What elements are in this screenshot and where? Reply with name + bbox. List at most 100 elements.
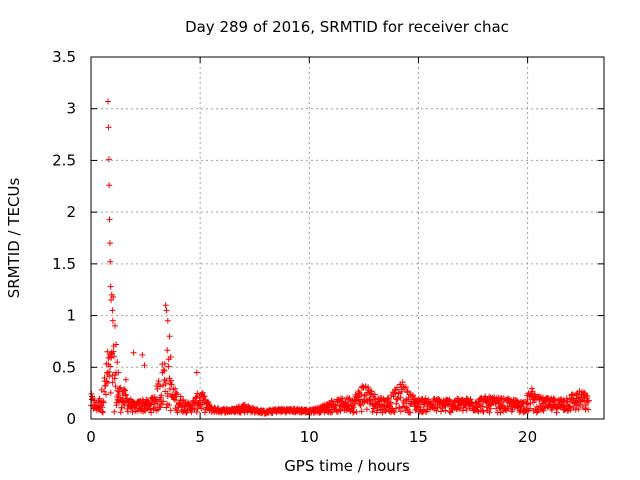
data-point bbox=[350, 409, 357, 416]
y-tick-label: 1.5 bbox=[52, 255, 76, 273]
data-point bbox=[380, 403, 387, 410]
x-tick-label: 0 bbox=[86, 428, 96, 446]
data-point bbox=[106, 182, 113, 189]
data-point bbox=[117, 394, 124, 401]
data-point bbox=[529, 388, 536, 395]
data-point bbox=[325, 401, 332, 408]
data-point bbox=[130, 349, 137, 356]
data-point bbox=[163, 307, 170, 314]
data-point bbox=[398, 388, 405, 395]
data-point bbox=[116, 385, 123, 392]
data-point bbox=[160, 398, 167, 405]
data-point bbox=[167, 407, 174, 414]
data-point bbox=[369, 408, 376, 415]
data-point bbox=[199, 389, 206, 396]
data-point bbox=[385, 395, 392, 402]
data-point bbox=[160, 382, 167, 389]
data-point bbox=[99, 404, 106, 411]
data-point bbox=[166, 333, 173, 340]
data-point bbox=[106, 240, 113, 247]
data-point bbox=[139, 403, 146, 410]
data-point bbox=[166, 402, 173, 409]
data-point bbox=[585, 406, 592, 413]
y-tick-label: 2 bbox=[66, 203, 76, 221]
data-point bbox=[164, 390, 171, 397]
data-point bbox=[390, 408, 397, 415]
data-point bbox=[177, 393, 184, 400]
data-point bbox=[155, 378, 162, 385]
data-point bbox=[336, 406, 343, 413]
data-point bbox=[358, 408, 365, 415]
data-point bbox=[584, 398, 591, 405]
data-point bbox=[479, 403, 486, 410]
data-point bbox=[397, 394, 404, 401]
data-point bbox=[374, 407, 381, 414]
data-point bbox=[107, 363, 114, 370]
data-point bbox=[111, 375, 118, 382]
data-point bbox=[147, 401, 154, 408]
data-point bbox=[173, 389, 180, 396]
data-point bbox=[174, 409, 181, 416]
data-point bbox=[103, 391, 110, 398]
data-point bbox=[117, 384, 124, 391]
data-point bbox=[514, 398, 521, 405]
data-point bbox=[368, 390, 375, 397]
data-point bbox=[122, 391, 129, 398]
data-point bbox=[168, 381, 175, 388]
x-tick-label: 15 bbox=[409, 428, 428, 446]
data-point bbox=[124, 395, 131, 402]
data-point bbox=[442, 402, 449, 409]
data-point bbox=[402, 384, 409, 391]
data-point bbox=[404, 388, 411, 395]
data-point bbox=[139, 351, 146, 358]
data-point bbox=[99, 409, 106, 416]
data-point bbox=[154, 400, 161, 407]
y-tick-label: 3.5 bbox=[52, 48, 76, 66]
data-point bbox=[165, 363, 172, 370]
y-tick-label: 1 bbox=[66, 307, 76, 325]
data-point bbox=[100, 399, 107, 406]
data-point bbox=[437, 408, 444, 415]
data-point bbox=[113, 341, 120, 348]
data-point bbox=[399, 379, 406, 386]
data-point bbox=[115, 369, 122, 376]
chart-title: Day 289 of 2016, SRMTID for receiver cha… bbox=[185, 18, 509, 36]
data-point bbox=[395, 389, 402, 396]
data-point bbox=[572, 406, 579, 413]
data-points bbox=[88, 98, 592, 417]
data-point bbox=[161, 360, 168, 367]
data-point bbox=[108, 354, 115, 361]
data-point bbox=[114, 359, 121, 366]
data-point bbox=[109, 317, 116, 324]
data-point bbox=[353, 408, 360, 415]
data-point bbox=[404, 405, 411, 412]
data-point bbox=[111, 353, 118, 360]
data-point bbox=[485, 402, 492, 409]
data-point bbox=[107, 258, 114, 265]
data-point bbox=[162, 302, 169, 309]
data-point bbox=[575, 406, 582, 413]
data-point bbox=[487, 405, 494, 412]
data-point bbox=[563, 395, 570, 402]
data-point bbox=[393, 400, 400, 407]
data-point bbox=[566, 403, 573, 410]
data-point bbox=[375, 398, 382, 405]
data-point bbox=[174, 391, 181, 398]
data-point bbox=[391, 409, 398, 416]
data-point bbox=[158, 392, 165, 399]
data-point bbox=[109, 307, 116, 314]
data-point bbox=[463, 395, 470, 402]
data-point bbox=[141, 362, 148, 369]
data-point bbox=[422, 395, 429, 402]
data-point bbox=[527, 405, 534, 412]
data-point bbox=[105, 124, 112, 131]
data-point bbox=[480, 408, 487, 415]
data-point bbox=[402, 397, 409, 404]
data-point bbox=[403, 404, 410, 411]
y-tick-labels: 0 0.5 1 1.5 2 2.5 3 3.5 bbox=[52, 48, 76, 428]
data-point bbox=[164, 347, 171, 354]
data-point bbox=[108, 297, 115, 304]
x-tick-label: 20 bbox=[518, 428, 537, 446]
data-point bbox=[502, 406, 509, 413]
